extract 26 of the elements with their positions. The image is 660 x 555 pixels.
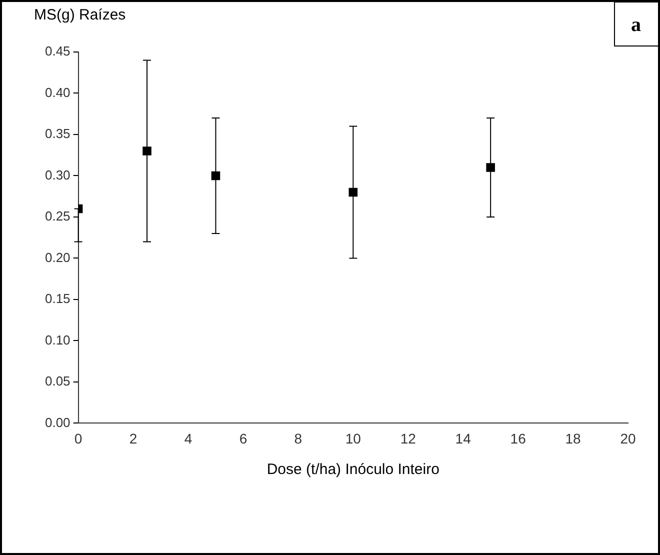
y-tick-label: 0.05 bbox=[44, 374, 70, 389]
x-tick-label: 8 bbox=[294, 430, 302, 446]
y-tick-label: 0.25 bbox=[44, 208, 70, 224]
y-tick-label: 0.40 bbox=[44, 84, 70, 100]
x-tick-label: 4 bbox=[184, 430, 192, 446]
y-tick-label: 0.15 bbox=[44, 291, 70, 306]
point bbox=[142, 146, 152, 156]
x-tick-label: 18 bbox=[565, 430, 582, 446]
x-axis-title: Dose (t/ha) Inóculo Inteiro bbox=[266, 461, 440, 478]
x-tick-label: 14 bbox=[455, 430, 472, 446]
text: a bbox=[631, 14, 641, 36]
x-tick-label: 10 bbox=[345, 430, 362, 446]
y-tick-label: 0.20 bbox=[44, 250, 70, 265]
x-tick-label: 2 bbox=[129, 430, 138, 446]
x-tick-label: 12 bbox=[400, 430, 416, 446]
x-tick-label: 16 bbox=[510, 430, 526, 446]
y-tick-label: 0.35 bbox=[44, 126, 70, 142]
y-tick-label: 0.30 bbox=[44, 167, 70, 182]
y-tick-label: 0.00 bbox=[44, 414, 70, 430]
x-tick-label: 6 bbox=[239, 430, 248, 446]
y-tick-label: 0.45 bbox=[44, 44, 70, 59]
y-tick-label: 0.10 bbox=[44, 332, 70, 348]
y-axis-title: MS(g) Raízes bbox=[34, 6, 126, 24]
x-tick-label: 20 bbox=[620, 430, 636, 446]
x-tick-label: 0 bbox=[74, 430, 82, 446]
point bbox=[486, 163, 495, 172]
